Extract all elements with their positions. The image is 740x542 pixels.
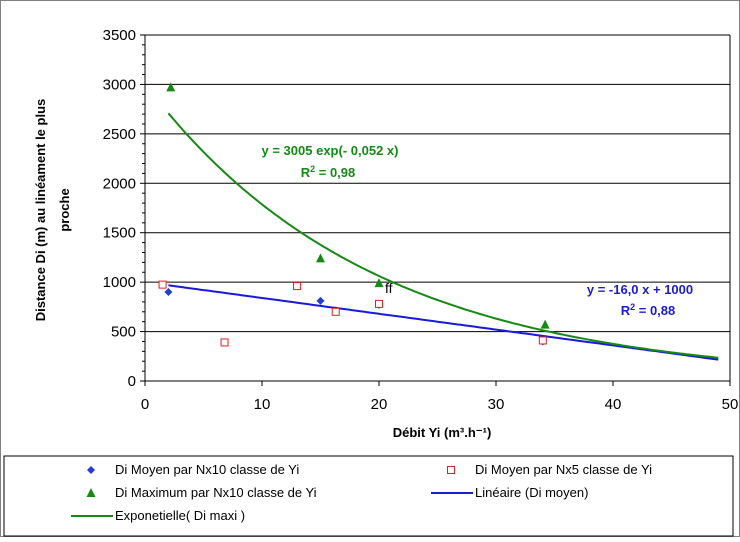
lin-r2-label: R2 = 0,88 [621, 302, 676, 318]
legend-label: Di Moyen par Nx10 classe de Yi [115, 462, 299, 477]
data-point [220, 338, 229, 347]
legend-box [3, 455, 734, 537]
x-tick-label: 50 [722, 396, 739, 413]
data-points [158, 82, 550, 347]
legend-label: Di Maximum par Nx10 classe de Yi [115, 485, 317, 500]
data-point [293, 282, 302, 291]
legend: Di Moyen par Nx10 classe de Yi Di Moyen p… [3, 455, 734, 537]
legend-marker-swatch [447, 466, 455, 474]
data-point [158, 280, 167, 289]
data-point [540, 319, 550, 329]
data-point [316, 253, 325, 263]
trendlines [167, 112, 719, 361]
y-tick-label: 3500 [103, 27, 136, 44]
legend-marker-swatch [87, 466, 95, 474]
y-axis-label-line-1: Distance Di (m) au linéament le plus [33, 99, 48, 322]
x-tick-label: 10 [254, 396, 271, 413]
data-point [164, 288, 173, 297]
axes [144, 35, 731, 382]
data-point [538, 336, 547, 345]
legend-item: Di Moyen par Nx5 classe de Yi [447, 462, 652, 477]
exponential-trendline [167, 112, 719, 359]
x-tick-label: 20 [371, 396, 388, 413]
point-annotation: ff [385, 280, 393, 296]
ticks: 0 500 1000 1500 2000 2500 3000 3500 0 10 20 30 40 50 [103, 27, 739, 413]
data-point [166, 82, 176, 92]
x-tick-label: 40 [605, 396, 622, 413]
y-tick-label: 2500 [103, 126, 136, 143]
legend-item: Di Moyen par Nx10 classe de Yi [87, 462, 299, 477]
lin-equation-label: y = -16,0 x + 1000 [587, 282, 693, 297]
y-tick-label: 2000 [103, 175, 136, 192]
data-point [316, 296, 325, 305]
linear-trendline [168, 284, 719, 361]
legend-item: Di Maximum par Nx10 classe de Yi [86, 485, 317, 500]
y-axis-label-group: Distance Di (m) au linéament le plus pro… [33, 99, 72, 322]
y-tick-label: 0 [128, 373, 136, 390]
exp-r2-label: R2 = 0,98 [301, 164, 356, 180]
legend-label: Exponetielle( Di maxi ) [115, 508, 245, 523]
legend-label: Di Moyen par Nx5 classe de Yi [475, 462, 652, 477]
data-point [374, 278, 384, 288]
legend-item: Exponetielle( Di maxi ) [71, 508, 245, 523]
x-axis-label: Débit Yi (m³.h⁻¹) [393, 425, 492, 440]
exp-equation-label: y = 3005 exp(- 0,052 x) [262, 143, 399, 158]
y-tick-label: 500 [111, 324, 136, 341]
data-point [375, 299, 383, 308]
legend-marker-swatch [86, 488, 96, 497]
legend-item: Linéaire (Di moyen) [431, 485, 588, 500]
y-tick-label: 1500 [103, 225, 136, 242]
y-tick-label: 3000 [103, 76, 136, 93]
x-tick-label: 30 [488, 396, 505, 413]
x-tick-label: 0 [141, 396, 149, 413]
data-point [331, 307, 340, 316]
grid [145, 34, 730, 333]
y-axis-label-line-2: proche [57, 188, 72, 231]
legend-label: Linéaire (Di moyen) [475, 485, 588, 500]
y-tick-label: 1000 [103, 274, 136, 291]
